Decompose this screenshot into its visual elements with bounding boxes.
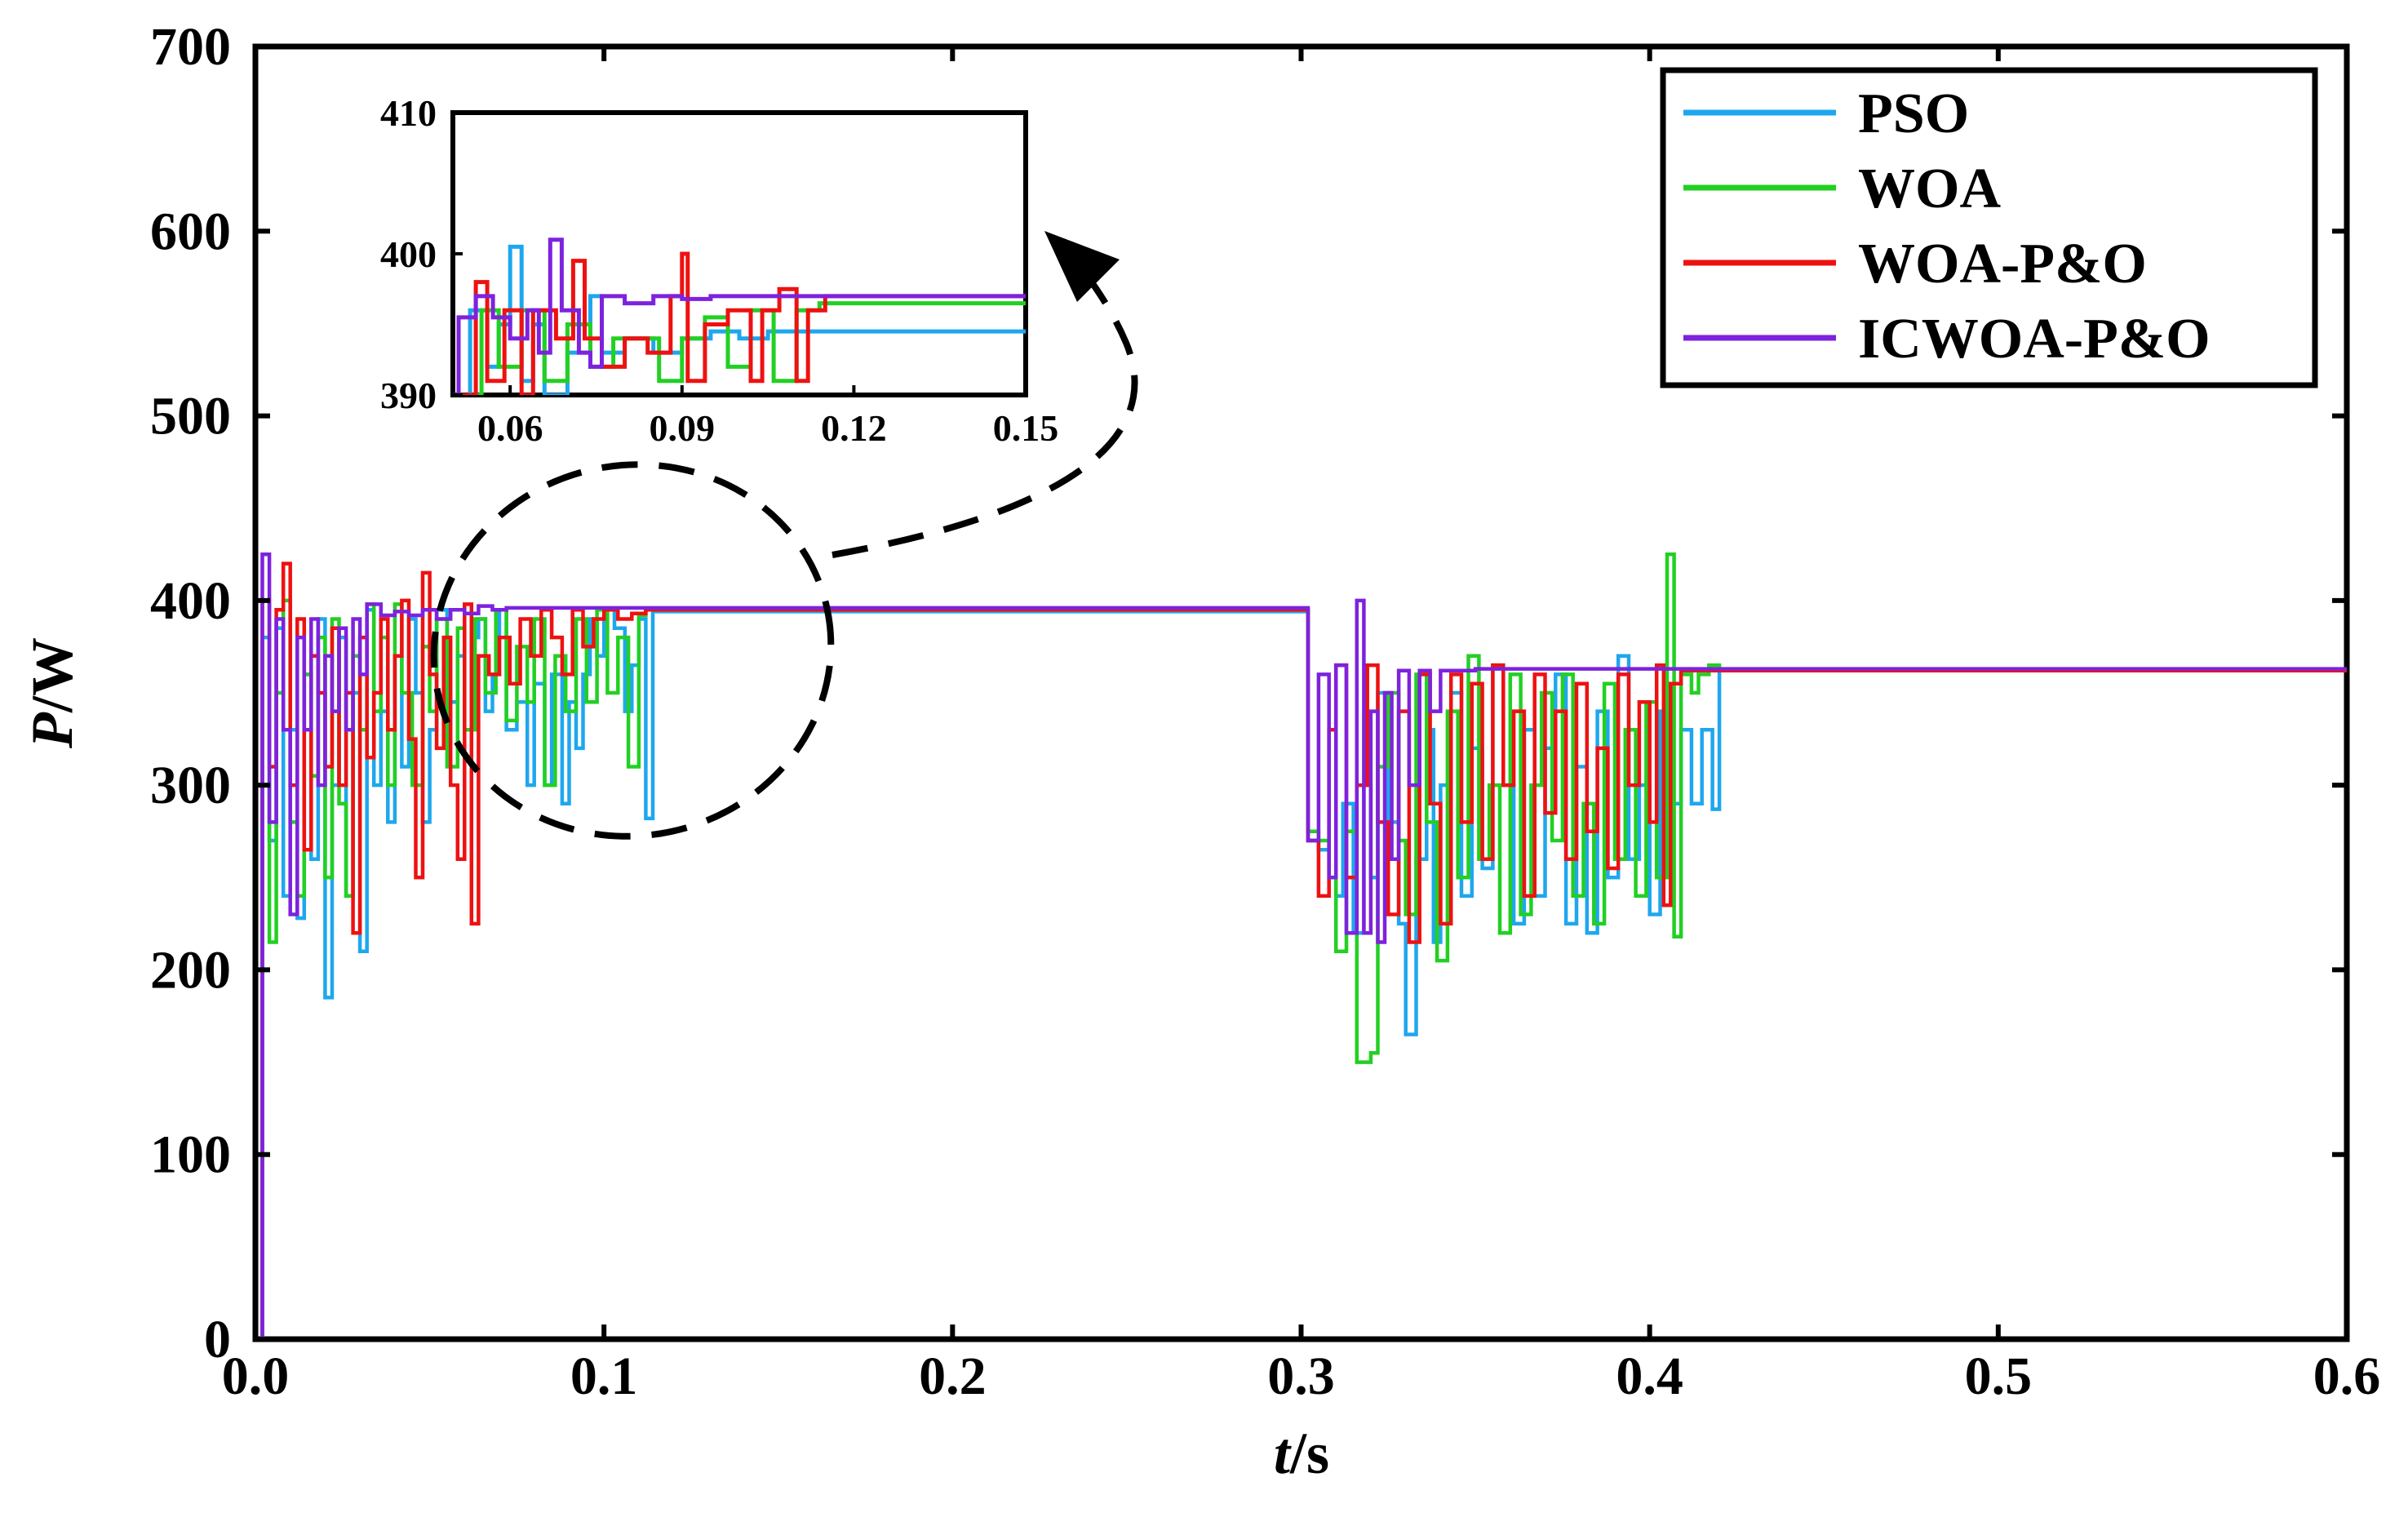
legend: PSO WOA WOA-P&O ICWOA-P&O <box>1660 67 2318 388</box>
inset-series-line-icwoa-pando <box>453 237 1026 395</box>
y-tick-label: 0 <box>204 1310 231 1369</box>
inset-x-tick-label: 0.12 <box>821 407 887 449</box>
main-axis-ticks: 0.0 0.1 0.2 0.3 0.4 0.5 0.6 0 100 200 300 400 500 600… <box>150 17 2380 1406</box>
y-tick-label: 600 <box>150 202 231 261</box>
legend-label-icwoa-pando: ICWOA-P&O <box>1858 308 2211 370</box>
inset-y-tick-label: 400 <box>380 233 437 275</box>
y-tick-label: 100 <box>150 1125 231 1185</box>
legend-label-woa-pando: WOA-P&O <box>1858 233 2147 295</box>
y-axis-label: P/W <box>20 637 85 749</box>
zoom-connector-dashed <box>831 271 1138 558</box>
x-tick-label: 0.1 <box>570 1347 638 1406</box>
inset-series-group <box>453 237 1026 395</box>
zoom-arrow-head <box>1044 231 1120 302</box>
inset-x-tick-label: 0.15 <box>993 407 1059 449</box>
x-axis-label: t/s <box>1274 1421 1329 1486</box>
inset-axis-ticks: 0.06 0.09 0.12 0.15 390 400 410 <box>380 92 1058 449</box>
inset-series-line-woa-pando <box>453 251 1026 395</box>
y-tick-label: 700 <box>150 17 231 77</box>
y-tick-label: 400 <box>150 571 231 631</box>
x-tick-label: 0.2 <box>919 1347 987 1406</box>
inset-x-tick-label: 0.06 <box>477 407 543 449</box>
inset-y-tick-label: 410 <box>380 92 437 134</box>
inset-y-tick-label: 390 <box>380 375 437 416</box>
series-line-woa-pando <box>255 561 2347 1339</box>
y-tick-label: 300 <box>150 756 231 815</box>
zoom-region-ellipse <box>430 461 835 840</box>
y-tick-label: 500 <box>150 387 231 446</box>
series-line-pso <box>255 607 2347 1339</box>
series-line-icwoa-pando <box>255 552 2347 1339</box>
x-tick-label: 0.0 <box>222 1347 290 1406</box>
y-tick-label: 200 <box>150 940 231 1000</box>
x-tick-label: 0.4 <box>1616 1347 1683 1406</box>
x-tick-label: 0.5 <box>1965 1347 2033 1406</box>
x-tick-label: 0.6 <box>2313 1347 2381 1406</box>
legend-box <box>1660 67 2318 388</box>
legend-label-pso: PSO <box>1858 82 1969 145</box>
legend-label-woa: WOA <box>1858 158 2001 220</box>
main-series-group <box>255 552 2347 1339</box>
inset-x-tick-label: 0.09 <box>650 407 716 449</box>
x-tick-label: 0.3 <box>1267 1347 1335 1406</box>
